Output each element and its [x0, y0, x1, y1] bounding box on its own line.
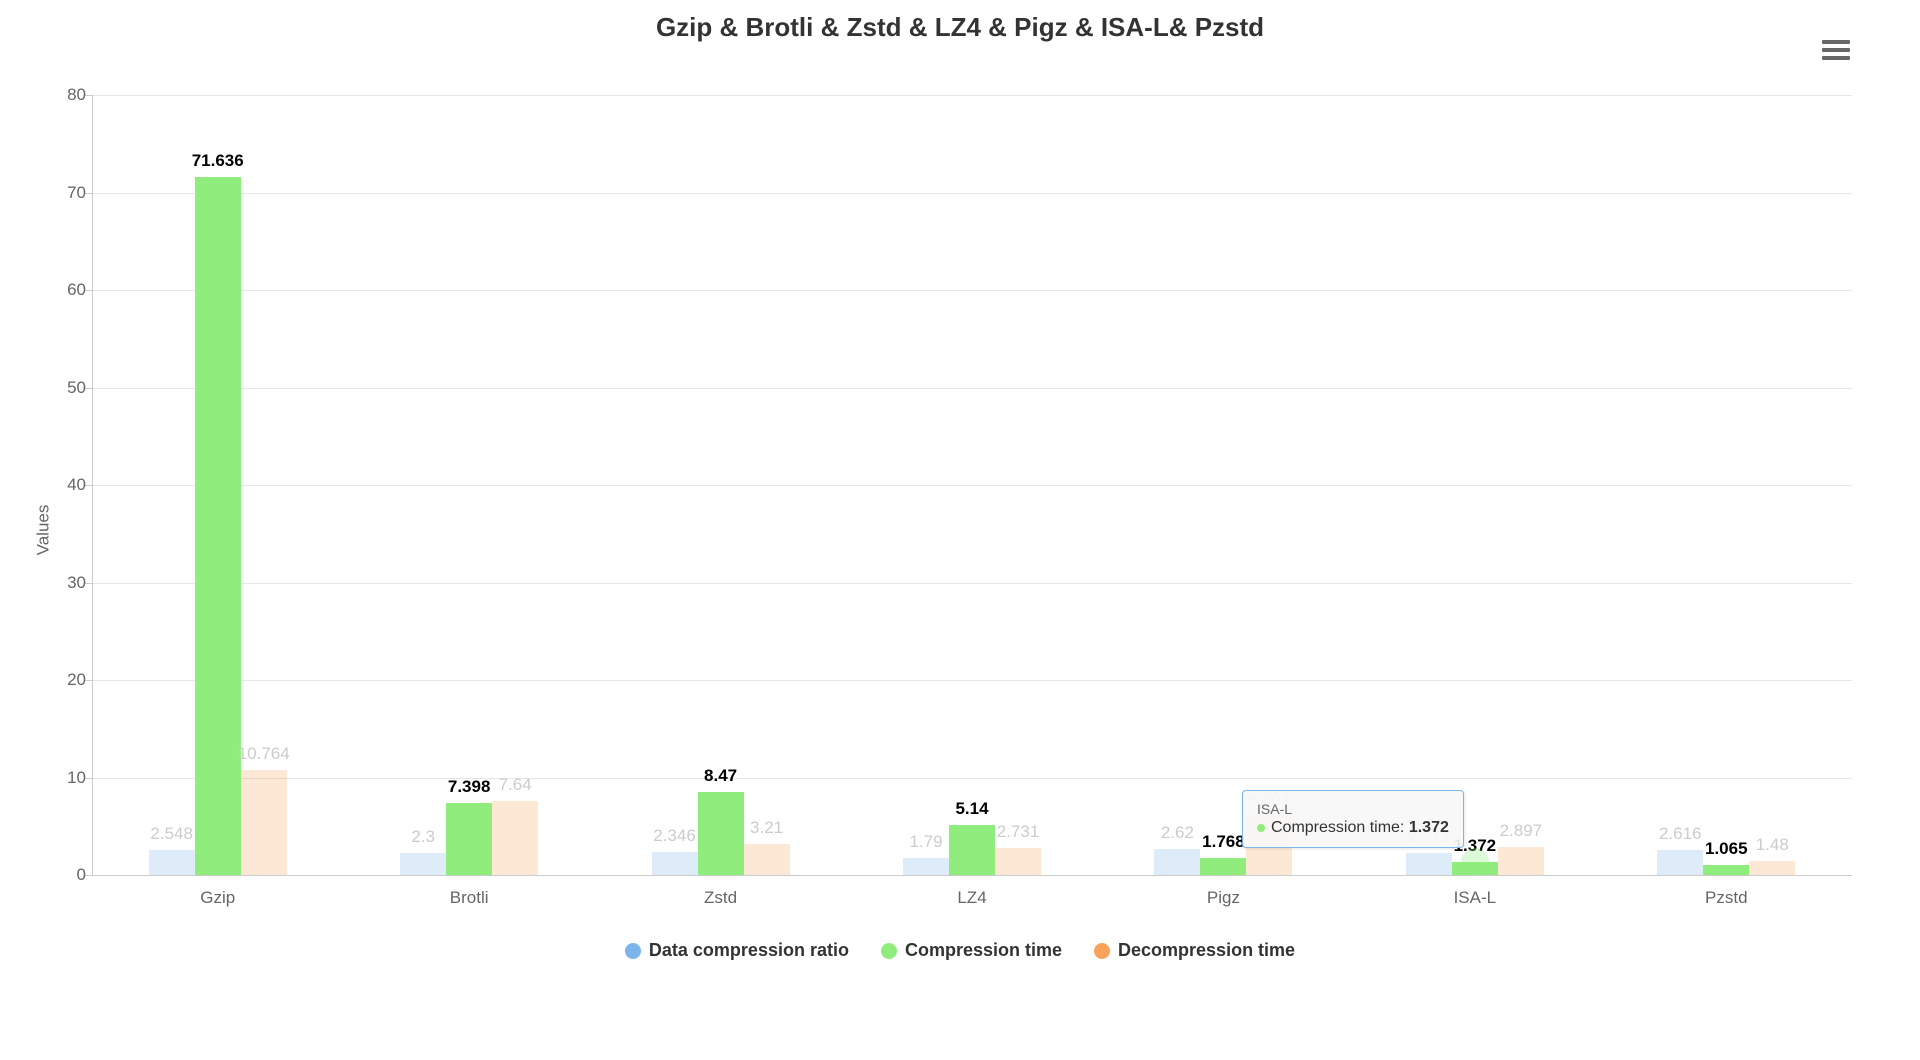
y-tick-mark — [85, 778, 92, 779]
bar[interactable] — [744, 844, 790, 875]
hover-halo — [1461, 848, 1489, 876]
x-tick-label: ISA-L — [1454, 888, 1497, 908]
plot-area: 2.548 71.636 10.764 2.3 7.398 7.64 2.346 8.47 3.… — [92, 95, 1852, 875]
y-tick-label: 40 — [67, 475, 86, 495]
bar-value-label: 7.398 — [448, 777, 491, 797]
bar-value-label: 1.768 — [1202, 832, 1245, 852]
bar[interactable] — [698, 792, 744, 875]
y-axis-label: Values — [33, 505, 53, 556]
bar-value-label: 1.065 — [1705, 839, 1748, 859]
x-tick-label: Gzip — [200, 888, 235, 908]
legend-label: Compression time — [905, 940, 1062, 961]
bar-value-label: 10.764 — [238, 744, 290, 764]
bar-value-label: 2.616 — [1659, 824, 1702, 844]
bar-value-label: 8.47 — [704, 766, 737, 786]
legend: Data compression ratio Compression time De… — [0, 940, 1920, 964]
bar[interactable] — [903, 858, 949, 875]
bar-value-label: 2.897 — [1500, 821, 1543, 841]
y-tick-mark — [85, 193, 92, 194]
bar[interactable] — [1154, 849, 1200, 875]
y-tick-label: 10 — [67, 768, 86, 788]
bar-value-label: 71.636 — [192, 151, 244, 171]
bar[interactable] — [995, 848, 1041, 875]
y-tick-label: 30 — [67, 573, 86, 593]
bar-value-label: 6.097 — [1248, 790, 1291, 810]
legend-marker — [881, 943, 897, 959]
y-tick-mark — [85, 388, 92, 389]
bar-value-label: 1.48 — [1756, 835, 1789, 855]
legend-item[interactable]: Compression time — [881, 940, 1062, 961]
bar[interactable] — [195, 177, 241, 875]
bar[interactable] — [1498, 847, 1544, 875]
y-tick-label: 70 — [67, 183, 86, 203]
y-tick-mark — [85, 485, 92, 486]
bar[interactable] — [1406, 853, 1452, 875]
x-tick-label: Brotli — [450, 888, 489, 908]
bar[interactable] — [149, 850, 195, 875]
bar-value-label: 2.3 — [411, 827, 435, 847]
legend-marker — [625, 943, 641, 959]
bar-value-label: 2.346 — [653, 826, 696, 846]
bar[interactable] — [492, 801, 538, 875]
bar[interactable] — [1657, 850, 1703, 876]
y-tick-label: 50 — [67, 378, 86, 398]
y-tick-mark — [85, 583, 92, 584]
bar-value-label: 2.548 — [150, 824, 193, 844]
x-tick-label: Zstd — [704, 888, 737, 908]
y-tick-mark — [85, 95, 92, 96]
x-tick-label: LZ4 — [957, 888, 986, 908]
y-tick-label: 60 — [67, 280, 86, 300]
legend-item[interactable]: Data compression ratio — [625, 940, 849, 961]
bar[interactable] — [400, 853, 446, 875]
bar-value-label: 2.62 — [1161, 823, 1194, 843]
x-tick-label: Pigz — [1207, 888, 1240, 908]
bar-value-label: 2.731 — [997, 822, 1040, 842]
y-tick-label: 20 — [67, 670, 86, 690]
bar[interactable] — [1246, 816, 1292, 875]
legend-label: Data compression ratio — [649, 940, 849, 961]
legend-marker — [1094, 943, 1110, 959]
y-tick-label: 0 — [77, 865, 86, 885]
x-tick-label: Pzstd — [1705, 888, 1748, 908]
bar-value-label: 7.64 — [499, 775, 532, 795]
chart-container: Gzip & Brotli & Zstd & LZ4 & Pigz & ISA-… — [0, 0, 1920, 1060]
bar[interactable] — [949, 825, 995, 875]
bar[interactable] — [1200, 858, 1246, 875]
bar-value-label: 3.21 — [750, 818, 783, 838]
y-tick-mark — [85, 875, 92, 876]
bar[interactable] — [1749, 861, 1795, 875]
y-tick-label: 80 — [67, 85, 86, 105]
legend-item[interactable]: Decompression time — [1094, 940, 1295, 961]
chart-title: Gzip & Brotli & Zstd & LZ4 & Pigz & ISA-… — [0, 12, 1920, 43]
bar[interactable] — [652, 852, 698, 875]
legend-label: Decompression time — [1118, 940, 1295, 961]
y-tick-mark — [85, 680, 92, 681]
bar-value-label: 1.79 — [909, 832, 942, 852]
bar[interactable] — [241, 770, 287, 875]
bar[interactable] — [1703, 865, 1749, 875]
y-tick-mark — [85, 290, 92, 291]
bar[interactable] — [446, 803, 492, 875]
bar-value-label: 2.271 — [1408, 827, 1451, 847]
hamburger-menu-icon[interactable] — [1822, 36, 1850, 64]
bar-value-label: 5.14 — [955, 799, 988, 819]
x-axis-line — [92, 875, 1852, 876]
